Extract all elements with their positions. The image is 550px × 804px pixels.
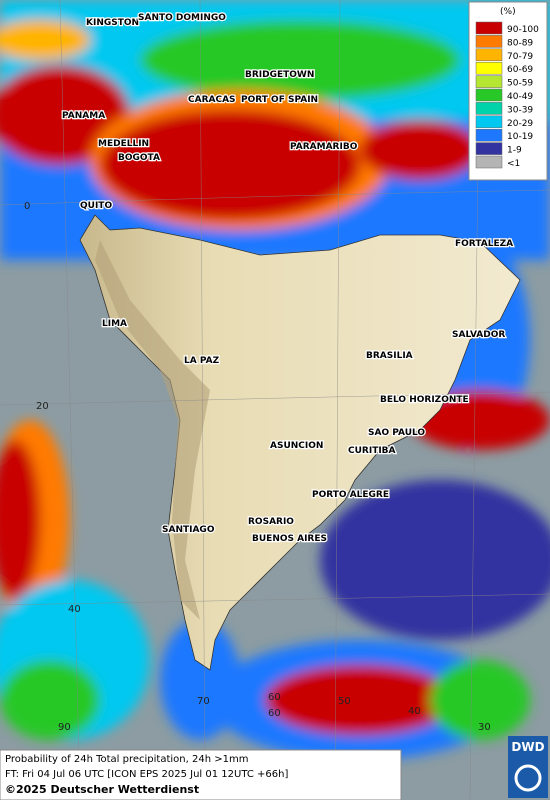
legend-swatch — [475, 128, 503, 142]
footer-copyright: ©2025 Deutscher Wetterdienst — [5, 783, 199, 796]
logo-text: DWD — [511, 740, 544, 754]
city-label: PORT OF SPAIN — [241, 95, 318, 105]
legend-label: 80-89 — [507, 38, 533, 48]
city-label: PARAMARIBO — [290, 142, 358, 152]
legend-swatch — [475, 102, 503, 115]
legend-label: 10-19 — [507, 132, 533, 142]
city-labels: KINGSTON SANTO DOMINGO BRIDGETOWN CARACA… — [61, 12, 515, 546]
legend-label: 50-59 — [507, 79, 533, 89]
legend-label: 20-29 — [507, 119, 533, 129]
city-label: BRIDGETOWN — [245, 70, 314, 80]
city-label: FORTALEZA — [455, 239, 513, 249]
city-label: CARACAS — [188, 95, 236, 105]
city-label: PORTO ALEGRE — [312, 490, 389, 500]
legend-title: (%) — [500, 7, 516, 17]
legend-label: 1-9 — [507, 146, 522, 156]
city-label: ROSARIO — [248, 517, 294, 527]
grid-label: 20 — [36, 401, 49, 412]
legend-label: <1 — [507, 159, 520, 169]
legend-swatch — [475, 142, 503, 155]
city-label: ASUNCION — [270, 441, 323, 451]
andes — [95, 240, 210, 620]
grid-label: 40 — [408, 706, 421, 717]
city-label: SAO PAULO — [368, 428, 425, 438]
city-label: BELO HORIZONTE — [380, 395, 469, 405]
grid-label: 60 — [268, 708, 281, 719]
city-label: BOGOTA — [118, 153, 160, 163]
legend-label: 40-49 — [507, 92, 533, 102]
legend-swatch — [475, 48, 503, 62]
footer-forecast: FT: Fri 04 Jul 06 UTC [ICON EPS 2025 Jul… — [5, 769, 288, 780]
legend-swatch — [475, 21, 503, 35]
legend-swatch — [475, 155, 503, 169]
grid-label: 40 — [68, 604, 81, 615]
city-label: BUENOS AIRES — [252, 534, 327, 544]
legend: (%) 90-100 80-89 70-79 60-69 50-59 40-49 30-39… — [468, 1, 548, 181]
footer: Probability of 24h Total precipitation, … — [0, 736, 548, 801]
city-label: CURITIBA — [348, 446, 396, 456]
grid-label: 30 — [478, 722, 491, 733]
grid-label: 90 — [58, 722, 71, 733]
city-label: QUITO — [80, 201, 112, 211]
legend-label: 90-100 — [507, 25, 539, 35]
grid-label: 50 — [338, 696, 351, 707]
city-label: PANAMA — [62, 111, 105, 121]
city-label: LA PAZ — [184, 356, 220, 366]
legend-label: 70-79 — [507, 52, 533, 62]
legend-swatch — [475, 115, 503, 129]
footer-title: Probability of 24h Total precipitation, … — [5, 754, 248, 765]
city-label: BRASILIA — [366, 351, 413, 361]
city-label: LIMA — [102, 319, 127, 329]
legend-swatch — [475, 88, 503, 102]
city-label: SANTIAGO — [162, 525, 215, 535]
legend-label: 60-69 — [507, 65, 533, 75]
grid-labels: 0 20 40 60 90 70 60 50 40 30 — [24, 201, 491, 733]
precipitation-field — [0, 0, 550, 760]
grid-label: 60 — [268, 692, 281, 703]
legend-swatch — [475, 75, 503, 88]
logo-icon — [514, 764, 542, 792]
grid-label: 0 — [24, 201, 30, 212]
legend-swatch — [475, 61, 503, 75]
city-label: SANTO DOMINGO — [138, 13, 226, 23]
legend-swatch — [475, 35, 503, 48]
legend-label: 30-39 — [507, 105, 533, 115]
city-label: KINGSTON — [86, 18, 139, 28]
city-label: MEDELLIN — [98, 139, 149, 149]
city-label: SALVADOR — [452, 330, 505, 340]
grid-label: 70 — [197, 696, 210, 707]
